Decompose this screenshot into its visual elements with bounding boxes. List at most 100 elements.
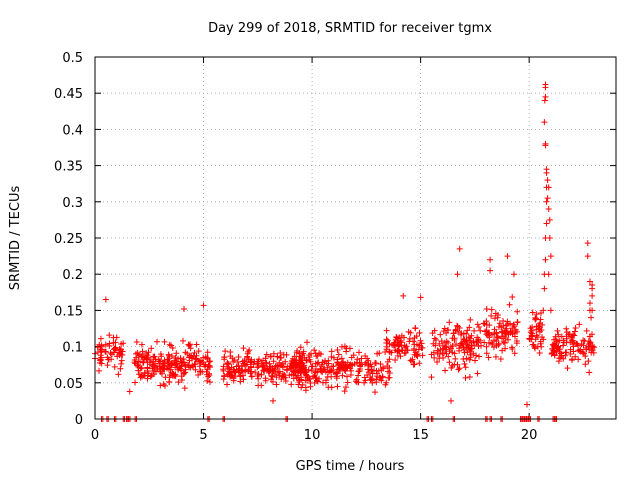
data-point [118, 346, 125, 353]
data-point [165, 352, 172, 359]
data-point [340, 358, 347, 365]
data-point [556, 346, 563, 353]
data-point [541, 285, 548, 292]
data-point [325, 384, 332, 391]
data-point [106, 332, 113, 339]
data-point [480, 320, 487, 327]
data-point [269, 378, 276, 385]
data-point [436, 350, 443, 357]
data-point [238, 363, 245, 370]
data-point [560, 339, 567, 346]
data-point [475, 343, 482, 350]
data-point [344, 379, 351, 386]
data-point [576, 347, 583, 354]
data-point [443, 344, 450, 351]
data-point [446, 319, 453, 326]
data-point [118, 360, 125, 367]
data-point [494, 334, 501, 341]
data-point [456, 342, 463, 349]
data-point [322, 357, 329, 364]
data-point [166, 378, 173, 385]
data-point [408, 358, 415, 365]
data-point [563, 325, 570, 332]
data-point [572, 353, 579, 360]
data-point [416, 342, 423, 349]
data-point [451, 361, 458, 368]
data-point [500, 339, 507, 346]
data-point [180, 356, 187, 363]
data-point [386, 356, 393, 363]
data-point [242, 366, 249, 373]
data-point [135, 358, 142, 365]
data-point [514, 308, 521, 315]
data-point [442, 343, 449, 350]
data-point [260, 357, 267, 364]
data-point [173, 350, 180, 357]
data-point [547, 307, 554, 314]
data-point [498, 328, 505, 335]
data-point [501, 339, 508, 346]
data-point [118, 357, 125, 364]
data-point [567, 346, 574, 353]
y-tick-label: 0.15 [54, 304, 83, 319]
data-point [415, 346, 422, 353]
y-axis-label: SRMTID / TECUs [8, 186, 23, 291]
data-point [254, 364, 261, 371]
data-point [508, 344, 515, 351]
data-point [461, 360, 468, 367]
data-point [258, 382, 265, 389]
data-point [542, 93, 549, 100]
data-point [537, 340, 544, 347]
y-tick-label: 0.45 [54, 87, 83, 102]
data-point [411, 334, 418, 341]
data-point [325, 360, 332, 367]
data-point [286, 372, 293, 379]
data-point [229, 355, 236, 362]
data-point [185, 362, 192, 369]
data-point [273, 381, 280, 388]
data-point [400, 292, 407, 299]
data-point [491, 315, 498, 322]
data-point [428, 374, 435, 381]
data-point [583, 327, 590, 334]
data-point [556, 337, 563, 344]
data-point [186, 342, 193, 349]
data-point [452, 327, 459, 334]
data-point [371, 359, 378, 366]
data-point [466, 356, 473, 363]
data-point [104, 362, 111, 369]
data-point [431, 354, 438, 361]
data-point [341, 388, 348, 395]
data-point [134, 362, 141, 369]
data-point [133, 339, 140, 346]
data-point [537, 316, 544, 323]
data-point [434, 359, 441, 366]
data-point [580, 350, 587, 357]
data-point [572, 325, 579, 332]
data-point [584, 240, 591, 247]
data-point [482, 328, 489, 335]
data-point [492, 310, 499, 317]
data-point [586, 278, 593, 285]
data-point [278, 354, 285, 361]
y-tick-label: 0.1 [62, 341, 83, 356]
data-point [456, 365, 463, 372]
data-point [373, 376, 380, 383]
x-tick-label: 15 [412, 428, 429, 443]
data-point [417, 294, 424, 301]
data-point [282, 374, 289, 381]
data-point [528, 336, 535, 343]
grid-layer [95, 57, 616, 419]
data-point [476, 353, 483, 360]
data-point [136, 371, 143, 378]
data-point [283, 366, 290, 373]
data-point [230, 375, 237, 382]
data-point [385, 374, 392, 381]
data-point [181, 385, 188, 392]
data-point [554, 327, 561, 334]
data-point [335, 361, 342, 368]
data-point [342, 384, 349, 391]
data-point [464, 342, 471, 349]
x-tick-label: 0 [91, 428, 99, 443]
data-point [240, 345, 247, 352]
